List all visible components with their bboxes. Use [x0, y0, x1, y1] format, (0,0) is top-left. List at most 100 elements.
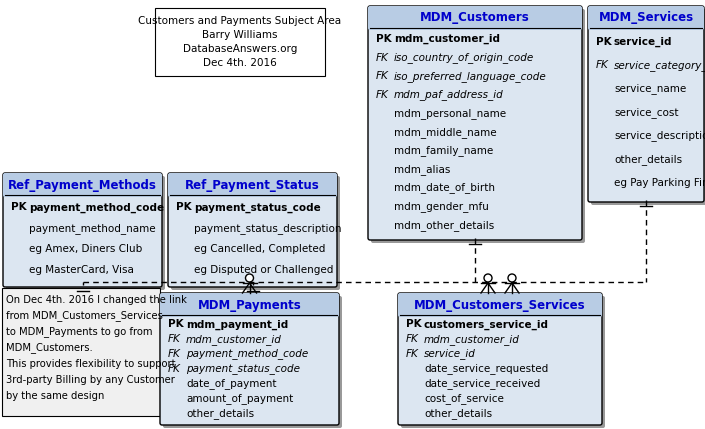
Text: service_id: service_id [424, 348, 476, 360]
Text: Customers and Payments Subject Area: Customers and Payments Subject Area [138, 16, 341, 26]
FancyBboxPatch shape [168, 173, 337, 197]
Bar [170, 191, 335, 197]
Bar [400, 311, 600, 317]
Text: DatabaseAnswers.org: DatabaseAnswers.org [183, 44, 298, 54]
Text: payment_method_name: payment_method_name [29, 223, 156, 234]
Text: FK: FK [406, 334, 419, 344]
FancyBboxPatch shape [160, 293, 339, 317]
FancyBboxPatch shape [3, 173, 162, 287]
FancyBboxPatch shape [168, 173, 337, 287]
FancyBboxPatch shape [160, 293, 339, 425]
Bar [370, 24, 580, 30]
Text: iso_preferred_language_code: iso_preferred_language_code [394, 71, 547, 82]
Text: PK: PK [11, 202, 27, 212]
Text: FK: FK [168, 364, 180, 374]
FancyBboxPatch shape [398, 293, 602, 425]
Text: other_details: other_details [424, 408, 492, 419]
Text: service_description: service_description [614, 130, 705, 142]
Text: payment_status_code: payment_status_code [186, 363, 300, 374]
Text: eg MasterCard, Visa: eg MasterCard, Visa [29, 265, 134, 275]
Text: service_category_code: service_category_code [614, 60, 705, 71]
Text: eg Pay Parking Fine: eg Pay Parking Fine [614, 178, 705, 188]
Text: other_details: other_details [614, 154, 682, 165]
Text: FK: FK [596, 60, 608, 70]
Text: Barry Williams: Barry Williams [202, 30, 278, 40]
Text: FK: FK [406, 349, 419, 359]
Text: iso_country_of_origin_code: iso_country_of_origin_code [394, 52, 534, 63]
Text: This provides flexibility to support: This provides flexibility to support [6, 359, 176, 369]
Text: MDM_Services: MDM_Services [599, 12, 694, 24]
Text: On Dec 4th. 2016 I changed the link: On Dec 4th. 2016 I changed the link [6, 295, 187, 305]
FancyBboxPatch shape [3, 173, 162, 197]
Text: PK: PK [168, 320, 183, 329]
Text: PK: PK [376, 34, 391, 44]
FancyBboxPatch shape [401, 296, 605, 428]
Text: service_cost: service_cost [614, 107, 678, 118]
Text: mdm_family_name: mdm_family_name [394, 145, 493, 156]
Text: FK: FK [168, 349, 180, 359]
Text: payment_status_code: payment_status_code [194, 202, 321, 213]
Text: mdm_other_details: mdm_other_details [394, 220, 494, 230]
Bar [5, 191, 160, 197]
Circle shape [245, 274, 254, 282]
FancyBboxPatch shape [591, 9, 705, 205]
Text: MDM_Customers_Services: MDM_Customers_Services [415, 299, 586, 311]
Text: date_service_requested: date_service_requested [424, 363, 548, 374]
Text: to MDM_Payments to go from: to MDM_Payments to go from [6, 326, 152, 338]
Text: mdm_customer_id: mdm_customer_id [186, 334, 282, 344]
Text: PK: PK [596, 37, 612, 47]
Text: mdm_middle_name: mdm_middle_name [394, 127, 496, 138]
FancyBboxPatch shape [398, 293, 602, 317]
Text: mdm_customer_id: mdm_customer_id [424, 334, 520, 344]
Text: MDM_Payments: MDM_Payments [197, 299, 301, 311]
Text: FK: FK [376, 90, 388, 100]
Text: mdm_paf_address_id: mdm_paf_address_id [394, 90, 504, 100]
FancyBboxPatch shape [171, 176, 340, 290]
Text: mdm_alias: mdm_alias [394, 164, 450, 175]
Text: mdm_payment_id: mdm_payment_id [186, 319, 288, 329]
Text: MDM_Customers.: MDM_Customers. [6, 342, 93, 353]
Text: service_name: service_name [614, 84, 686, 94]
Text: PK: PK [176, 202, 192, 212]
Text: Ref_Payment_Status: Ref_Payment_Status [185, 178, 320, 191]
Text: eg Amex, Diners Club: eg Amex, Diners Club [29, 245, 142, 254]
Bar [162, 311, 337, 317]
Text: PK: PK [406, 320, 422, 329]
Text: payment_method_code: payment_method_code [29, 202, 164, 213]
Text: 3rd-party Billing by any Customer: 3rd-party Billing by any Customer [6, 375, 175, 385]
Text: date_service_received: date_service_received [424, 378, 540, 389]
Text: FK: FK [376, 72, 388, 82]
Text: mdm_date_of_birth: mdm_date_of_birth [394, 182, 495, 193]
Text: customers_service_id: customers_service_id [424, 319, 549, 329]
Text: mdm_gender_mfu: mdm_gender_mfu [394, 201, 489, 212]
Text: mdm_personal_name: mdm_personal_name [394, 108, 506, 119]
Text: cost_of_service: cost_of_service [424, 393, 504, 404]
Text: mdm_customer_id: mdm_customer_id [394, 34, 500, 45]
Text: service_id: service_id [614, 36, 673, 47]
FancyBboxPatch shape [368, 6, 582, 30]
Text: by the same design: by the same design [6, 391, 104, 401]
Text: MDM_Customers: MDM_Customers [420, 12, 530, 24]
FancyBboxPatch shape [588, 6, 704, 202]
Circle shape [508, 274, 516, 282]
FancyBboxPatch shape [163, 296, 342, 428]
Text: payment_status_description: payment_status_description [194, 223, 341, 234]
Text: date_of_payment: date_of_payment [186, 378, 276, 389]
Bar [2, 288, 160, 416]
FancyBboxPatch shape [368, 6, 582, 240]
Circle shape [484, 274, 492, 282]
Bar [590, 24, 702, 30]
Text: eg Disputed or Challenged: eg Disputed or Challenged [194, 265, 333, 275]
Text: payment_method_code: payment_method_code [186, 348, 308, 360]
FancyBboxPatch shape [6, 176, 165, 290]
Text: eg Cancelled, Completed: eg Cancelled, Completed [194, 245, 326, 254]
Text: FK: FK [168, 334, 180, 344]
FancyBboxPatch shape [371, 9, 585, 243]
Bar [155, 8, 325, 76]
Text: Dec 4th. 2016: Dec 4th. 2016 [203, 58, 277, 68]
Text: from MDM_Customers_Services: from MDM_Customers_Services [6, 311, 163, 321]
Text: FK: FK [376, 53, 388, 63]
Text: other_details: other_details [186, 408, 254, 419]
Text: Ref_Payment_Methods: Ref_Payment_Methods [8, 178, 157, 191]
FancyBboxPatch shape [588, 6, 704, 30]
